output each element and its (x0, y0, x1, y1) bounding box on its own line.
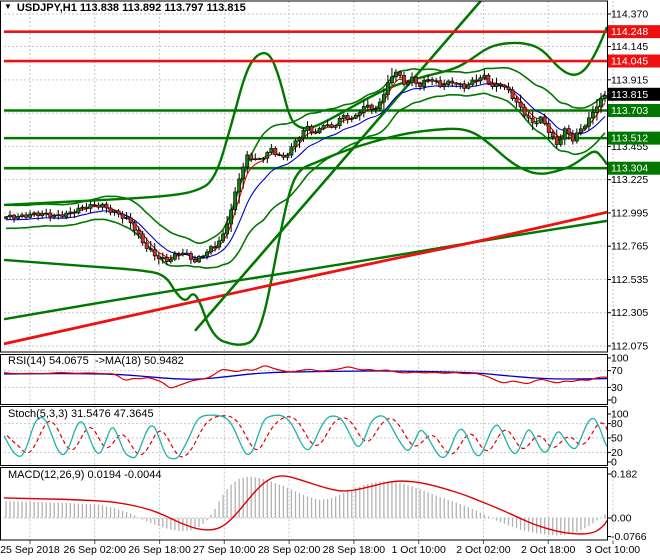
price-axis[interactable]: 114.370114.145113.915113.685113.455113.2… (607, 9, 660, 544)
svg-text:26 Sep 18:00: 26 Sep 18:00 (128, 544, 191, 556)
svg-text:0.00: 0.00 (611, 513, 632, 525)
svg-text:113.915: 113.915 (611, 74, 648, 86)
symbol-dropdown-icon[interactable]: ▼ (4, 2, 12, 11)
svg-text:26 Sep 02:00: 26 Sep 02:00 (64, 544, 127, 556)
pane-borders (0, 0, 608, 541)
svg-text:25 Sep 2018: 25 Sep 2018 (0, 544, 60, 556)
macd-signal-line (4, 475, 607, 535)
svg-text:28 Sep 18:00: 28 Sep 18:00 (323, 544, 386, 556)
chart-title-bar: ▼ USDJPY,H1 113.838 113.892 113.797 113.… (4, 2, 246, 14)
chart-title: USDJPY,H1 113.838 113.892 113.797 113.81… (16, 2, 246, 14)
svg-text:0.182: 0.182 (611, 469, 637, 481)
svg-text:2 Oct 18:00: 2 Oct 18:00 (521, 544, 575, 556)
svg-text:50: 50 (611, 433, 623, 445)
wide-band-upper (4, 26, 607, 207)
bb-upper (5, 67, 606, 245)
svg-text:112.075: 112.075 (611, 341, 648, 353)
price-badge: 113.512 (608, 131, 660, 145)
candles (4, 67, 607, 266)
svg-text:113.815: 113.815 (611, 89, 648, 101)
svg-text:3 Oct 10:00: 3 Oct 10:00 (586, 544, 640, 556)
macd-pane (4, 475, 607, 536)
stoch-label: Stoch(5,3,3) 31.5476 47.3645 (8, 408, 154, 420)
trendline (194, 1, 483, 332)
svg-text:70: 70 (611, 365, 623, 377)
svg-text:114.145: 114.145 (611, 41, 648, 53)
svg-text:1 Oct 10:00: 1 Oct 10:00 (392, 544, 446, 556)
svg-text:100: 100 (611, 353, 629, 365)
svg-text:113.304: 113.304 (611, 163, 648, 175)
svg-text:113.512: 113.512 (611, 133, 648, 145)
time-axis[interactable]: 25 Sep 2018 26 Sep 02:00 26 Sep 18:00 27 Se… (0, 540, 640, 557)
svg-text:113.225: 113.225 (611, 174, 648, 186)
price-badge: 114.248 (608, 25, 660, 39)
svg-text:2 Oct 02:00: 2 Oct 02:00 (456, 544, 510, 556)
svg-text:112.995: 112.995 (611, 207, 648, 219)
svg-text:80: 80 (611, 418, 623, 430)
svg-text:112.765: 112.765 (611, 241, 648, 253)
rsi-line (4, 365, 607, 389)
wide-band-lower (4, 127, 607, 346)
svg-text:20: 20 (611, 447, 623, 459)
svg-text:0: 0 (611, 457, 617, 469)
price-badge: 113.815 (608, 87, 660, 101)
svg-text:100: 100 (611, 409, 629, 421)
svg-text:-0.0766: -0.0766 (611, 531, 647, 543)
rsi-label: RSI(14) 54.0675 ->MA(18) 50.9482 (8, 355, 184, 367)
stoch-pane (4, 414, 607, 460)
svg-text:27 Sep 10:00: 27 Sep 10:00 (193, 544, 256, 556)
rsi-pane (4, 365, 607, 389)
svg-text:0: 0 (611, 395, 617, 407)
svg-text:114.248: 114.248 (611, 26, 648, 38)
svg-text:112.305: 112.305 (611, 307, 648, 319)
stoch-k-line (4, 414, 607, 460)
svg-text:28 Sep 02:00: 28 Sep 02:00 (258, 544, 321, 556)
svg-text:114.045: 114.045 (611, 56, 648, 68)
macd-label: MACD(12,26,9) 0.0194 -0.0044 (8, 469, 162, 481)
stoch-d-line (6, 415, 607, 458)
long-red-ma (4, 210, 607, 346)
gridlines (4, 1, 614, 540)
price-badge: 113.304 (608, 161, 660, 175)
rsi-ma-line (4, 370, 607, 380)
price-badge: 113.703 (608, 103, 660, 117)
svg-text:30: 30 (611, 382, 623, 394)
svg-text:114.370: 114.370 (611, 9, 648, 21)
svg-text:112.535: 112.535 (611, 274, 648, 286)
bb-lower (5, 92, 606, 269)
price-pane (4, 1, 607, 346)
price-badge: 114.045 (608, 54, 660, 68)
svg-text:113.703: 113.703 (611, 105, 648, 117)
